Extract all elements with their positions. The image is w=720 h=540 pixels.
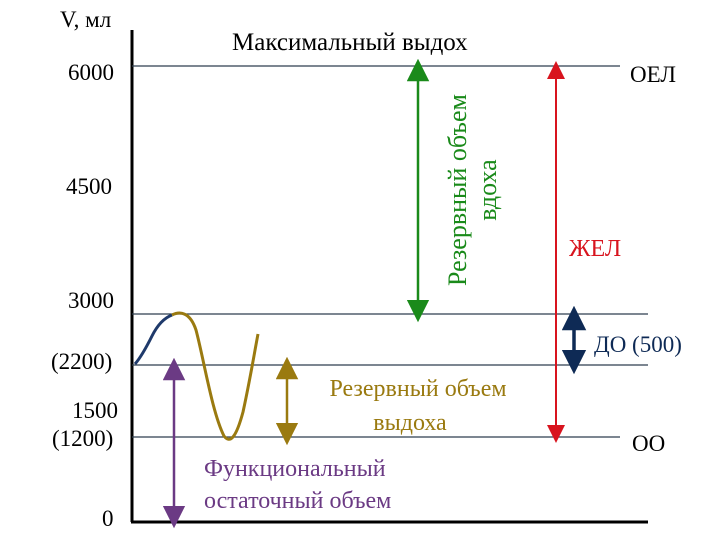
- frc-label-line2: остаточный объем: [204, 488, 391, 514]
- tv-label: ДО (500): [594, 332, 682, 357]
- tick-2200: (2200): [51, 349, 112, 374]
- tick-4500: 4500: [66, 174, 112, 199]
- tick-0: 0: [102, 506, 114, 531]
- irv-label-line2: вдоха: [473, 159, 502, 221]
- tick-1500: 1500: [72, 398, 118, 423]
- frc-label-line1: Функциональный: [204, 456, 386, 482]
- y-axis-label: V, мл: [60, 7, 111, 32]
- tick-3000: 3000: [68, 288, 114, 313]
- oo-label: ОО: [632, 431, 665, 456]
- max-inhale-label: Максимальный выдох: [232, 29, 468, 56]
- oel-label: ОЕЛ: [630, 62, 676, 87]
- tick-1200: (1200): [52, 426, 113, 451]
- tick-6000: 6000: [68, 60, 114, 85]
- erv-label-line2: выдоха: [373, 410, 447, 436]
- irv-label-line1: Резервный объем: [443, 94, 472, 286]
- breath-curve: [171, 311, 260, 441]
- erv-label-line1: Резервный объем: [329, 376, 506, 402]
- breath-start-segment: [133, 313, 173, 365]
- vc-label: ЖЕЛ: [569, 236, 621, 262]
